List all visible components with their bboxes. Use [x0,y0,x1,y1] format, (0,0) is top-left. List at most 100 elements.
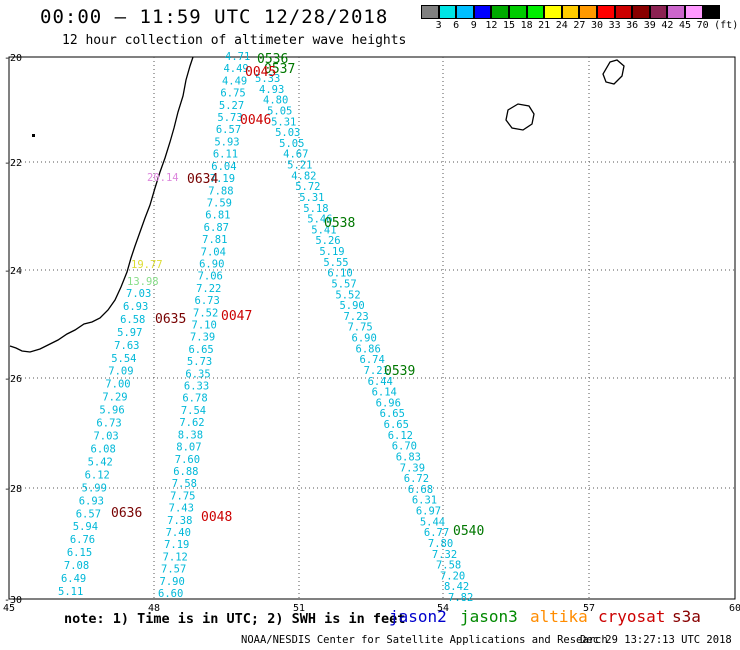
wave-height-value: 6.77 [424,527,449,539]
wave-height-value: 7.19 [164,539,189,551]
color-swatch [667,5,685,19]
wave-height-value: 7.63 [114,340,139,352]
lat-label: -28 [4,484,22,495]
lon-label: 45 [3,603,15,614]
wave-height-value: 6.04 [211,161,236,173]
color-swatch [421,5,439,19]
islet [32,134,35,137]
legend-entry: s3a [672,607,701,626]
footer-credit: NOAA/NESDIS Center for Satellite Applica… [241,634,608,646]
wave-height-value: 6.58 [120,314,145,326]
wave-height-value: 5.11 [58,586,83,598]
color-scale-label: 6 [453,20,460,31]
wave-height-value: 7.20 [440,570,465,582]
track-id-label: 0047 [221,309,252,324]
wave-height-value: 6.76 [70,534,95,546]
map-frame [8,56,736,600]
wave-height-value: 6.93 [79,495,104,507]
wave-height-value: 5.90 [339,300,364,312]
wave-height-value: 8.42 [444,581,469,593]
color-scale-label: 42 [661,20,674,31]
lon-label: 60 [729,603,740,614]
color-swatch [632,5,650,19]
track-id-label: 0636 [111,506,142,521]
lat-label: -22 [4,158,22,169]
coastal-value: 19.77 [131,259,163,271]
wave-height-value: 7.52 [193,307,218,319]
wave-height-value: 5.73 [217,112,242,124]
color-swatch [508,5,527,19]
wave-height-value: 6.72 [404,473,429,485]
wave-height-value: 5.26 [315,235,340,247]
color-scale-bar [421,5,721,19]
lat-label: -20 [4,53,22,64]
note-text: note: 1) Time is in UTC; 2) SWH is in fe… [64,611,406,627]
wave-height-value: 6.60 [158,588,183,600]
coastline [9,56,625,353]
lon-label: 48 [148,603,160,614]
lon-label: 54 [437,603,449,614]
wave-height-value: 5.46 [307,214,332,226]
wave-height-value: 5.52 [335,289,360,301]
wave-height-value: 6.88 [173,466,198,478]
track-id-label: 0537 [264,62,295,77]
wave-height-value: 7.60 [175,454,200,466]
wave-height-value: 7.40 [166,527,191,539]
map-grid [9,57,735,599]
color-swatch [526,5,545,19]
wave-height-value: 6.93 [123,301,148,313]
wave-height-value: 7.82 [448,592,473,604]
track-id-label: 0539 [384,364,415,379]
wave-height-value: 4.93 [259,84,284,96]
wave-height-value: 6.86 [356,343,381,355]
wave-height-value: 5.54 [111,353,136,365]
mauritius-island [602,59,625,85]
wave-height-value: 5.31 [299,192,324,204]
color-scale-label: 15 [502,20,516,31]
wave-height-value: 7.03 [93,431,118,443]
legend-entry: altika [530,607,588,626]
lat-label: -30 [4,595,22,606]
wave-height-value: 4.80 [263,95,288,107]
wave-height-value: 7.08 [64,560,89,572]
wave-height-value: 6.87 [204,222,229,234]
wave-height-value: 5.05 [279,138,304,150]
coastal-value: 20.14 [147,172,179,184]
wave-height-value: 5.99 [82,482,107,494]
color-scale-label: 70 [696,20,709,31]
wave-height-value: 7.03 [126,288,151,300]
madagascar-coast [9,56,194,353]
color-scale-label: 24 [555,20,568,31]
wave-height-value: 7.04 [201,246,226,258]
wave-height-value: 6.57 [216,124,241,136]
track-id-label: 0536 [257,52,288,67]
wave-height-value: 7.32 [432,549,457,561]
wave-height-value: 7.39 [400,462,425,474]
page-subtitle: 12 hour collection of altimeter wave hei… [62,33,407,48]
wave-height-value: 7.58 [172,478,197,490]
lat-label: -24 [4,266,22,277]
wave-height-value: 7.80 [428,538,453,550]
wave-height-value: 7.57 [161,564,186,576]
color-scale-label: 9 [470,20,477,31]
wave-height-value: 5.72 [295,181,320,193]
wave-height-value: 7.21 [364,365,389,377]
wave-height-value: 4.49 [223,63,248,75]
color-scale-unit: (ft) [714,20,739,31]
wave-height-value: 7.75 [170,490,195,502]
color-scale-label: 36 [626,20,639,31]
track-id-label: 0538 [324,216,355,231]
wave-height-value: 4.67 [283,149,308,161]
wave-height-value: 7.09 [108,366,133,378]
wave-height-value: 6.81 [205,210,230,222]
wave-height-value: 7.38 [167,515,192,527]
wave-height-value: 7.00 [105,379,130,391]
track-values: 4.714.494.496.755.275.736.575.936.116.04… [58,51,473,604]
track-id-label: 0048 [201,510,232,525]
color-scale-label: 3 [435,20,442,31]
color-swatch [614,5,633,19]
lon-label: 57 [583,603,595,614]
wave-height-value: 6.49 [61,573,86,585]
